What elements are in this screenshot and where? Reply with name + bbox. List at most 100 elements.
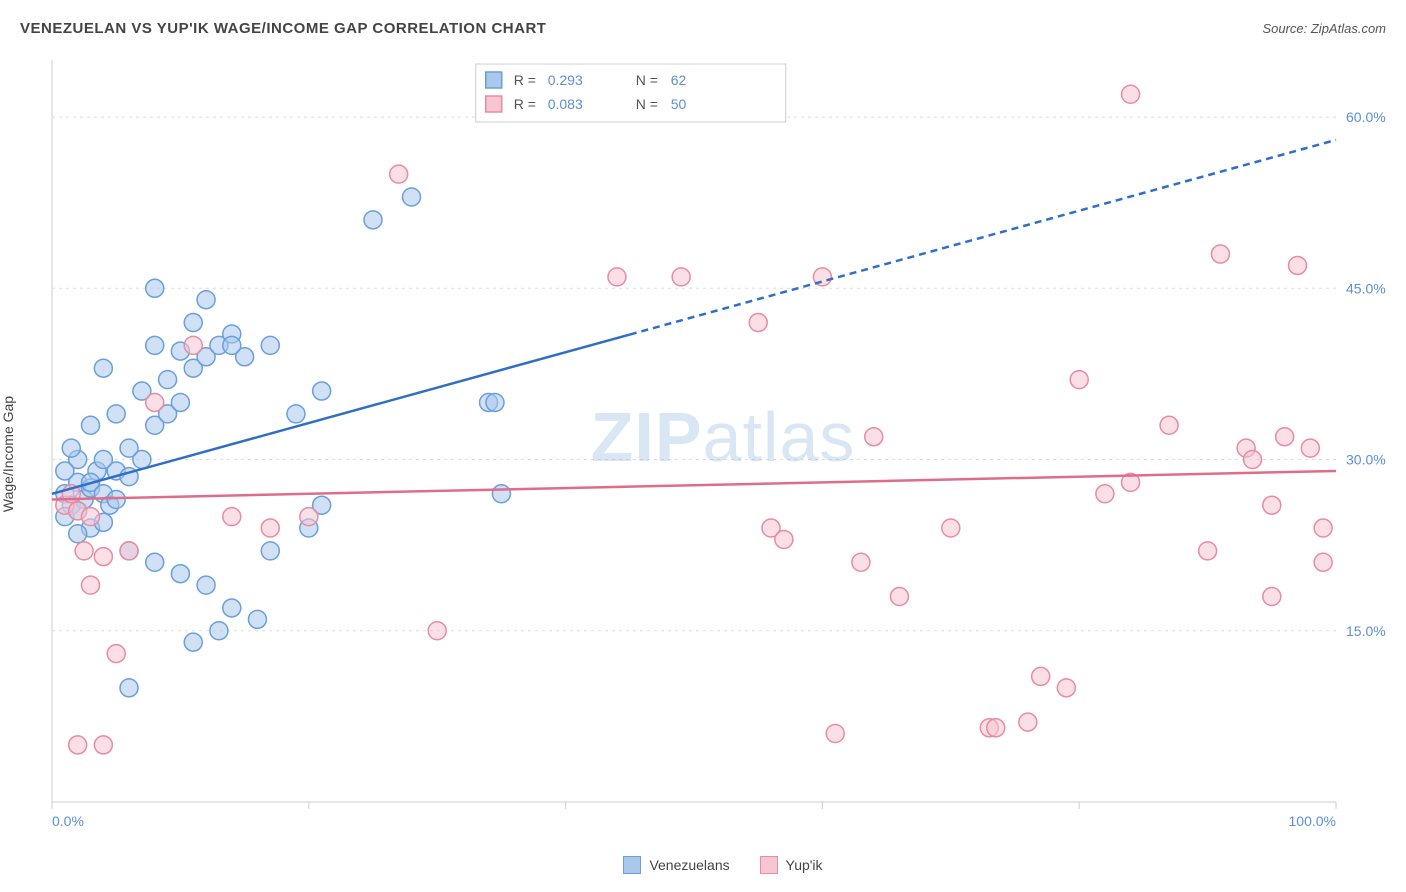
bottom-legend-item: Venezuelans: [623, 856, 729, 874]
scatter-point: [184, 314, 202, 332]
scatter-point: [75, 542, 93, 560]
scatter-point: [1019, 713, 1037, 731]
scatter-point: [1314, 553, 1332, 571]
scatter-point: [261, 336, 279, 354]
scatter-point: [197, 291, 215, 309]
scatter-point: [94, 451, 112, 469]
scatter-point: [300, 508, 318, 526]
scatter-point: [82, 508, 100, 526]
legend-r-label: R =: [514, 72, 536, 88]
scatter-point: [94, 359, 112, 377]
scatter-point: [890, 588, 908, 606]
scatter-point: [390, 165, 408, 183]
scatter-point: [146, 279, 164, 297]
legend-n-value: 62: [671, 72, 687, 88]
legend-r-label: R =: [514, 96, 536, 112]
x-tick-label: 0.0%: [52, 813, 84, 829]
source-label: Source: ZipAtlas.com: [1262, 21, 1386, 36]
legend-n-value: 50: [671, 96, 687, 112]
scatter-point: [428, 622, 446, 640]
scatter-point: [107, 490, 125, 508]
y-tick-label: 30.0%: [1346, 452, 1386, 468]
scatter-point: [1263, 588, 1281, 606]
scatter-point: [1301, 439, 1319, 457]
scatter-point: [184, 336, 202, 354]
legend-swatch: [760, 856, 778, 874]
scatter-point: [159, 371, 177, 389]
scatter-point: [1244, 451, 1262, 469]
scatter-point: [261, 519, 279, 537]
scatter-point: [261, 542, 279, 560]
legend-swatch: [486, 72, 502, 88]
scatter-point: [82, 576, 100, 594]
scatter-point: [608, 268, 626, 286]
scatter-point: [749, 314, 767, 332]
scatter-point: [987, 719, 1005, 737]
scatter-point: [171, 393, 189, 411]
scatter-point: [1314, 519, 1332, 537]
scatter-point: [1211, 245, 1229, 263]
scatter-point: [146, 336, 164, 354]
chart-area: 15.0%30.0%45.0%60.0%0.0%100.0%R =0.293N …: [50, 50, 1396, 832]
scatter-point: [492, 485, 510, 503]
scatter-point: [1288, 256, 1306, 274]
scatter-point: [69, 736, 87, 754]
scatter-point: [248, 610, 266, 628]
scatter-point: [775, 530, 793, 548]
y-tick-label: 60.0%: [1346, 109, 1386, 125]
legend-swatch: [623, 856, 641, 874]
legend-swatch: [486, 96, 502, 112]
scatter-point: [865, 428, 883, 446]
scatter-chart: 15.0%30.0%45.0%60.0%0.0%100.0%R =0.293N …: [50, 50, 1396, 832]
scatter-point: [184, 633, 202, 651]
scatter-point: [107, 405, 125, 423]
scatter-point: [223, 336, 241, 354]
scatter-point: [69, 525, 87, 543]
scatter-point: [223, 508, 241, 526]
scatter-point: [1070, 371, 1088, 389]
scatter-point: [94, 548, 112, 566]
scatter-point: [1032, 667, 1050, 685]
scatter-point: [94, 736, 112, 754]
scatter-point: [1160, 416, 1178, 434]
scatter-point: [82, 416, 100, 434]
scatter-point: [287, 405, 305, 423]
scatter-point: [146, 553, 164, 571]
scatter-point: [120, 542, 138, 560]
scatter-point: [1096, 485, 1114, 503]
scatter-point: [1276, 428, 1294, 446]
scatter-point: [146, 393, 164, 411]
scatter-point: [1057, 679, 1075, 697]
scatter-point: [1122, 85, 1140, 103]
scatter-point: [313, 382, 331, 400]
scatter-point: [210, 622, 228, 640]
x-tick-label: 100.0%: [1289, 813, 1336, 829]
legend-r-value: 0.083: [548, 96, 583, 112]
scatter-point: [403, 188, 421, 206]
scatter-point: [942, 519, 960, 537]
scatter-point: [672, 268, 690, 286]
bottom-legend-item: Yup'ik: [760, 856, 823, 874]
scatter-point: [197, 576, 215, 594]
trend-line-dashed: [630, 140, 1336, 335]
scatter-point: [223, 599, 241, 617]
scatter-point: [171, 565, 189, 583]
scatter-point: [486, 393, 504, 411]
scatter-point: [1263, 496, 1281, 514]
legend-n-label: N =: [636, 72, 658, 88]
trend-line: [52, 471, 1336, 500]
scatter-point: [120, 439, 138, 457]
scatter-point: [852, 553, 870, 571]
legend-r-value: 0.293: [548, 72, 583, 88]
scatter-point: [364, 211, 382, 229]
scatter-point: [120, 679, 138, 697]
chart-title: VENEZUELAN VS YUP'IK WAGE/INCOME GAP COR…: [20, 20, 546, 37]
scatter-point: [826, 725, 844, 743]
scatter-point: [56, 462, 74, 480]
bottom-legend: Venezuelans Yup'ik: [50, 856, 1396, 874]
legend-label: Yup'ik: [786, 857, 823, 873]
legend-label: Venezuelans: [649, 857, 729, 873]
scatter-point: [62, 439, 80, 457]
trend-line: [52, 335, 630, 494]
y-tick-label: 15.0%: [1346, 623, 1386, 639]
